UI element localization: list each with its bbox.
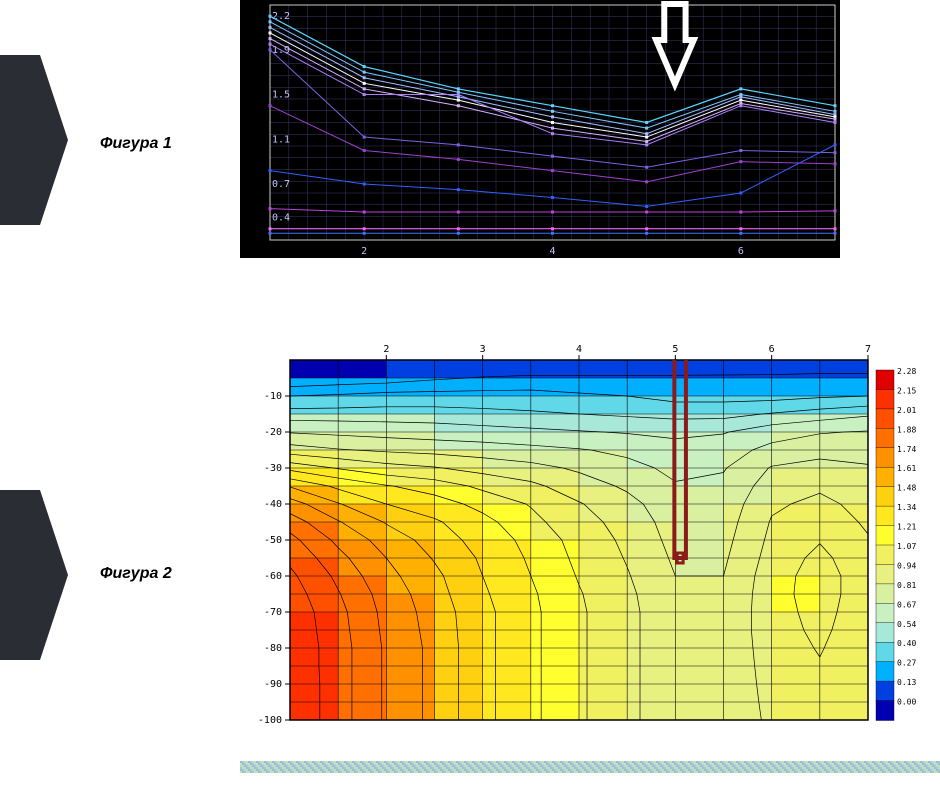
svg-text:0.13: 0.13 — [897, 678, 916, 687]
svg-text:0.27: 0.27 — [897, 659, 916, 668]
svg-text:1.5: 1.5 — [272, 90, 290, 101]
svg-text:0.40: 0.40 — [897, 639, 916, 648]
section-marker-1 — [0, 55, 70, 225]
svg-text:7: 7 — [865, 344, 871, 355]
svg-text:0.81: 0.81 — [897, 581, 916, 590]
svg-text:2.2: 2.2 — [272, 11, 290, 22]
svg-text:1.21: 1.21 — [897, 523, 916, 532]
svg-text:-30: -30 — [264, 463, 282, 474]
svg-text:1.61: 1.61 — [897, 464, 916, 473]
svg-text:-70: -70 — [264, 607, 282, 618]
svg-text:2.15: 2.15 — [897, 386, 916, 395]
svg-text:-60: -60 — [264, 571, 282, 582]
svg-text:0.00: 0.00 — [897, 698, 916, 707]
figure-1-label: Фигура 1 — [100, 135, 172, 153]
svg-text:-50: -50 — [264, 535, 282, 546]
svg-text:1.48: 1.48 — [897, 484, 916, 493]
svg-text:4: 4 — [549, 246, 555, 257]
svg-text:0.67: 0.67 — [897, 600, 916, 609]
noise-strip — [240, 760, 940, 772]
svg-text:-90: -90 — [264, 679, 282, 690]
svg-text:4: 4 — [576, 344, 582, 355]
svg-text:2.28: 2.28 — [897, 367, 916, 376]
svg-text:0.94: 0.94 — [897, 561, 916, 570]
contour-chart: 2 3 4 5 6 7 -10 -20 -30 -40 -50 -60 -70 -80 -90 -100 2.2… — [240, 340, 940, 740]
svg-text:1.1: 1.1 — [272, 134, 290, 145]
line-chart: 0.40.71.11.51.92.2246 — [240, 0, 840, 258]
svg-text:0.4: 0.4 — [272, 213, 290, 224]
figure-2-label: Фигура 2 — [100, 565, 172, 583]
svg-text:2: 2 — [383, 344, 389, 355]
svg-text:2.01: 2.01 — [897, 406, 916, 415]
svg-text:0.54: 0.54 — [897, 620, 916, 629]
svg-text:-100: -100 — [258, 715, 282, 726]
svg-text:1.34: 1.34 — [897, 503, 916, 512]
svg-text:-40: -40 — [264, 499, 282, 510]
svg-text:-20: -20 — [264, 427, 282, 438]
svg-text:0.7: 0.7 — [272, 179, 290, 190]
svg-text:6: 6 — [769, 344, 775, 355]
svg-text:3: 3 — [480, 344, 486, 355]
svg-text:-80: -80 — [264, 643, 282, 654]
svg-text:6: 6 — [738, 246, 744, 257]
section-marker-2 — [0, 490, 70, 660]
svg-text:2: 2 — [361, 246, 367, 257]
svg-text:1.74: 1.74 — [897, 445, 916, 454]
svg-text:-10: -10 — [264, 391, 282, 402]
svg-text:5: 5 — [672, 344, 678, 355]
svg-text:1.07: 1.07 — [897, 542, 916, 551]
svg-text:1.88: 1.88 — [897, 425, 916, 434]
